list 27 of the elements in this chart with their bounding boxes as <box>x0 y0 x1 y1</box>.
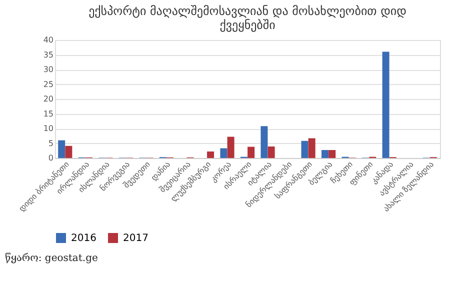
y-tick-label: 15 <box>43 109 54 118</box>
bar <box>268 146 275 158</box>
y-tick-label: 30 <box>43 65 54 74</box>
text: ქვეყნებში <box>220 18 276 32</box>
legend-label: 2017 <box>123 233 148 244</box>
y-tick-label: 35 <box>43 50 54 60</box>
legend-label: 2016 <box>71 233 96 244</box>
text: ექსპორტი მაღალშემოსავლიან და მოსახლეობით დიდ <box>88 4 406 18</box>
bar <box>322 150 329 158</box>
bar <box>248 146 255 158</box>
y-tick-label: 40 <box>43 36 54 44</box>
bar <box>58 140 66 158</box>
bar <box>382 52 390 158</box>
bar <box>308 138 316 158</box>
bar <box>301 140 308 158</box>
y-tick-label: 0 <box>48 154 54 162</box>
y-tick-label: 20 <box>43 94 54 104</box>
bar <box>260 126 268 158</box>
bar <box>207 152 214 158</box>
bar <box>220 148 228 158</box>
text: წყარო: geostat.ge <box>5 252 98 264</box>
bar <box>328 150 336 158</box>
bar <box>65 146 72 158</box>
y-tick-label: 5 <box>48 138 54 148</box>
y-tick-label: 25 <box>43 80 54 89</box>
bar <box>227 136 234 158</box>
y-tick-label: 10 <box>43 124 54 133</box>
